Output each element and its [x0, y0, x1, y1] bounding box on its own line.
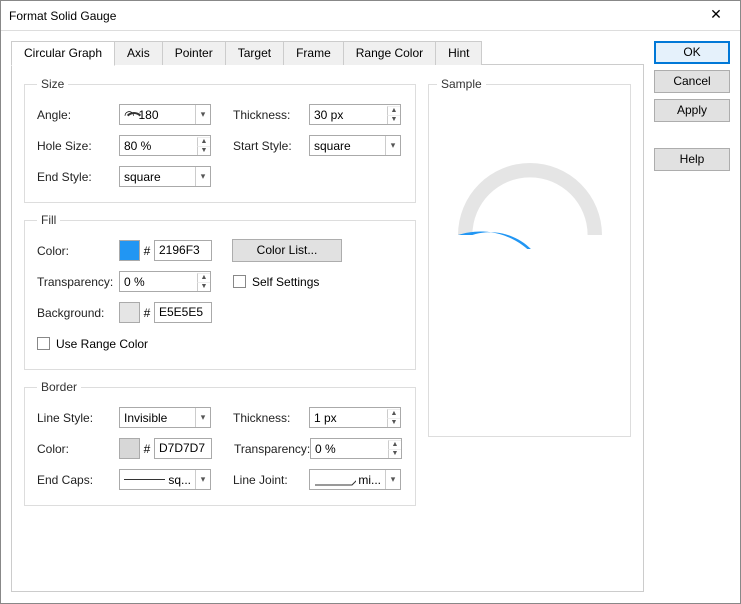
border-thickness-label: Thickness: [233, 411, 309, 425]
border-legend: Border [37, 380, 81, 394]
chevron-down-icon[interactable]: ▾ [385, 136, 400, 155]
endcaps-field[interactable]: sq... ▾ [119, 469, 211, 490]
gauge-preview [437, 149, 622, 249]
size-legend: Size [37, 77, 68, 91]
linejoint-label: Line Joint: [233, 473, 309, 487]
tab-circular-graph[interactable]: Circular Graph [11, 41, 115, 66]
tab-pointer[interactable]: Pointer [162, 41, 226, 65]
linestyle-value: Invisible [120, 411, 195, 425]
fill-trans-value: 0 % [120, 275, 197, 289]
spinner[interactable]: ▲▼ [197, 137, 210, 155]
endcaps-value: sq... [120, 473, 195, 487]
titlebar: Format Solid Gauge ✕ [1, 1, 740, 31]
tab-panel: Size Angle: ◠ 180 ▾ Thickness: 30 p [11, 64, 644, 592]
hash-symbol: # [140, 442, 154, 456]
fill-bg-label: Background: [37, 306, 119, 320]
thickness-field[interactable]: 30 px ▲▼ [309, 104, 401, 125]
window-title: Format Solid Gauge [9, 9, 696, 23]
tab-hint[interactable]: Hint [435, 41, 482, 65]
linejoint-value: mi... [310, 473, 385, 487]
action-buttons: OK Cancel Apply Help [654, 41, 730, 593]
tab-frame[interactable]: Frame [283, 41, 344, 65]
fill-legend: Fill [37, 213, 60, 227]
arc-icon: ◠ [120, 108, 134, 122]
linejoint-field[interactable]: mi... ▾ [309, 469, 401, 490]
hole-field[interactable]: 80 % ▲▼ [119, 135, 211, 156]
hash-symbol: # [140, 306, 154, 320]
spinner[interactable]: ▲▼ [388, 440, 401, 458]
apply-button[interactable]: Apply [654, 99, 730, 122]
border-thickness-field[interactable]: 1 px ▲▼ [309, 407, 401, 428]
end-style-label: End Style: [37, 170, 119, 184]
use-range-color-checkbox[interactable]: Use Range Color [37, 337, 148, 351]
angle-label: Angle: [37, 108, 119, 122]
sample-group: Sample [428, 77, 631, 437]
hash-symbol: # [140, 244, 154, 258]
linestyle-field[interactable]: Invisible ▾ [119, 407, 211, 428]
tab-target[interactable]: Target [225, 41, 284, 65]
self-settings-checkbox[interactable]: Self Settings [233, 275, 319, 289]
tab-strip: Circular Graph Axis Pointer Target Frame… [11, 41, 644, 65]
spinner[interactable]: ▲▼ [387, 409, 400, 427]
start-style-label: Start Style: [233, 139, 309, 153]
end-style-field[interactable]: square ▾ [119, 166, 211, 187]
endcaps-label: End Caps: [37, 473, 119, 487]
sample-legend: Sample [437, 77, 486, 91]
fill-trans-label: Transparency: [37, 275, 119, 289]
tab-axis[interactable]: Axis [114, 41, 163, 65]
gauge-icon [450, 149, 610, 249]
chevron-down-icon[interactable]: ▾ [195, 105, 210, 124]
end-style-value: square [120, 170, 195, 184]
fill-color-hex[interactable]: 2196F3 [154, 240, 212, 261]
thickness-label: Thickness: [233, 108, 309, 122]
hole-label: Hole Size: [37, 139, 119, 153]
fill-bg-hex[interactable]: E5E5E5 [154, 302, 212, 323]
fill-group: Fill Color: # 2196F3 Color List... Trans… [24, 213, 416, 370]
start-style-value: square [310, 139, 385, 153]
border-trans-value: 0 % [311, 442, 388, 456]
use-range-color-label: Use Range Color [56, 337, 148, 351]
fill-color-label: Color: [37, 244, 119, 258]
self-settings-label: Self Settings [252, 275, 319, 289]
thickness-value: 30 px [310, 108, 387, 122]
format-solid-gauge-dialog: Format Solid Gauge ✕ Circular Graph Axis… [0, 0, 741, 604]
fill-color-swatch[interactable] [119, 240, 140, 261]
angle-field[interactable]: ◠ 180 ▾ [119, 104, 211, 125]
chevron-down-icon[interactable]: ▾ [385, 470, 400, 489]
spinner[interactable]: ▲▼ [387, 106, 400, 124]
tab-range-color[interactable]: Range Color [343, 41, 436, 65]
fill-trans-field[interactable]: 0 % ▲▼ [119, 271, 211, 292]
dialog-body: Circular Graph Axis Pointer Target Frame… [1, 31, 740, 603]
help-button[interactable]: Help [654, 148, 730, 171]
checkbox-icon [233, 275, 246, 288]
main-column: Circular Graph Axis Pointer Target Frame… [11, 41, 644, 593]
hole-value: 80 % [120, 139, 197, 153]
color-list-button[interactable]: Color List... [232, 239, 342, 262]
border-trans-field[interactable]: 0 % ▲▼ [310, 438, 402, 459]
cancel-button[interactable]: Cancel [654, 70, 730, 93]
close-icon[interactable]: ✕ [696, 2, 736, 30]
sample-column: Sample [428, 77, 631, 579]
border-trans-label: Transparency: [234, 442, 310, 456]
ok-button[interactable]: OK [654, 41, 730, 64]
settings-column: Size Angle: ◠ 180 ▾ Thickness: 30 p [24, 77, 416, 579]
start-style-field[interactable]: square ▾ [309, 135, 401, 156]
border-color-hex[interactable]: D7D7D7 [154, 438, 212, 459]
checkbox-icon [37, 337, 50, 350]
border-group: Border Line Style: Invisible ▾ Thickness… [24, 380, 416, 506]
linestyle-label: Line Style: [37, 411, 119, 425]
border-color-label: Color: [37, 442, 119, 456]
fill-bg-swatch[interactable] [119, 302, 140, 323]
chevron-down-icon[interactable]: ▾ [195, 408, 210, 427]
border-color-swatch[interactable] [119, 438, 140, 459]
chevron-down-icon[interactable]: ▾ [195, 167, 210, 186]
spinner[interactable]: ▲▼ [197, 273, 210, 291]
chevron-down-icon[interactable]: ▾ [195, 470, 210, 489]
size-group: Size Angle: ◠ 180 ▾ Thickness: 30 p [24, 77, 416, 203]
border-thickness-value: 1 px [310, 411, 387, 425]
